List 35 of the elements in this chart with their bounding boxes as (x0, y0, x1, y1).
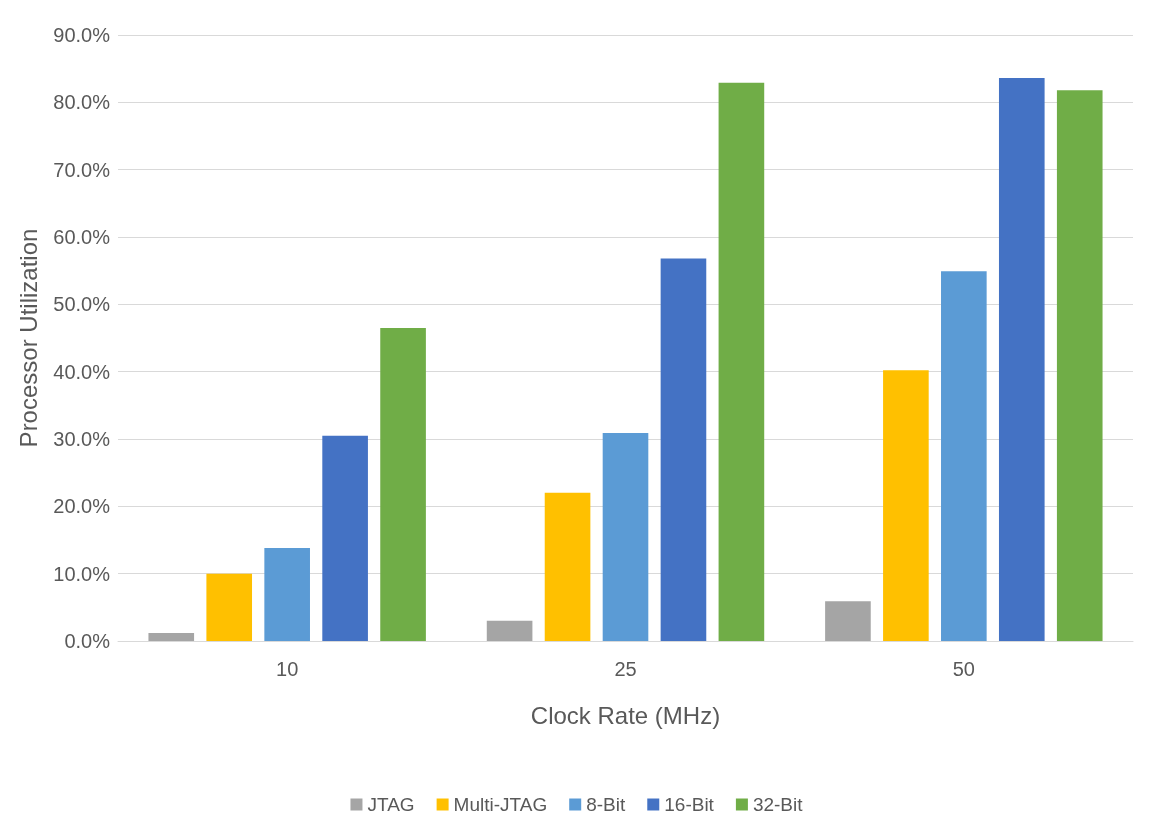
bar (602, 432, 649, 641)
bar (825, 601, 871, 641)
bar (148, 632, 195, 641)
y-tick-label: 80.0% (53, 91, 111, 114)
bar (322, 435, 368, 641)
legend-label: 16-Bit (664, 794, 715, 815)
y-tick-label: 30.0% (53, 428, 111, 450)
x-tick-label: 50 (952, 658, 975, 680)
y-axis-title: Processor Utilization (14, 228, 42, 448)
y-tick-label: 20.0% (53, 495, 111, 518)
legend-label: 8-Bit (586, 794, 626, 815)
bar (206, 573, 253, 641)
bar (883, 370, 929, 641)
bar (380, 327, 426, 641)
bar (486, 620, 533, 641)
legend-label: 32-Bit (752, 794, 804, 815)
bar (544, 492, 591, 641)
bar (718, 82, 765, 641)
y-tick-label: 0.0% (64, 630, 111, 652)
y-tick-label: 10.0% (53, 562, 111, 585)
bar (998, 78, 1045, 641)
y-tick-label: 70.0% (53, 158, 111, 181)
y-tick-label: 40.0% (53, 360, 111, 383)
x-tick-label: 10 (276, 658, 299, 680)
y-tick-label: 90.0% (53, 24, 111, 46)
bar (1056, 90, 1103, 641)
legend-label: JTAG (367, 794, 415, 815)
bar (941, 271, 987, 641)
y-tick-label: 60.0% (53, 226, 111, 248)
legend-label: Multi-JTAG (453, 794, 548, 815)
y-tick-label: 50.0% (53, 293, 111, 316)
bar (264, 548, 310, 641)
bar (660, 258, 707, 641)
x-axis-title: Clock Rate (MHz) (530, 701, 721, 729)
x-tick-label: 25 (614, 658, 637, 680)
